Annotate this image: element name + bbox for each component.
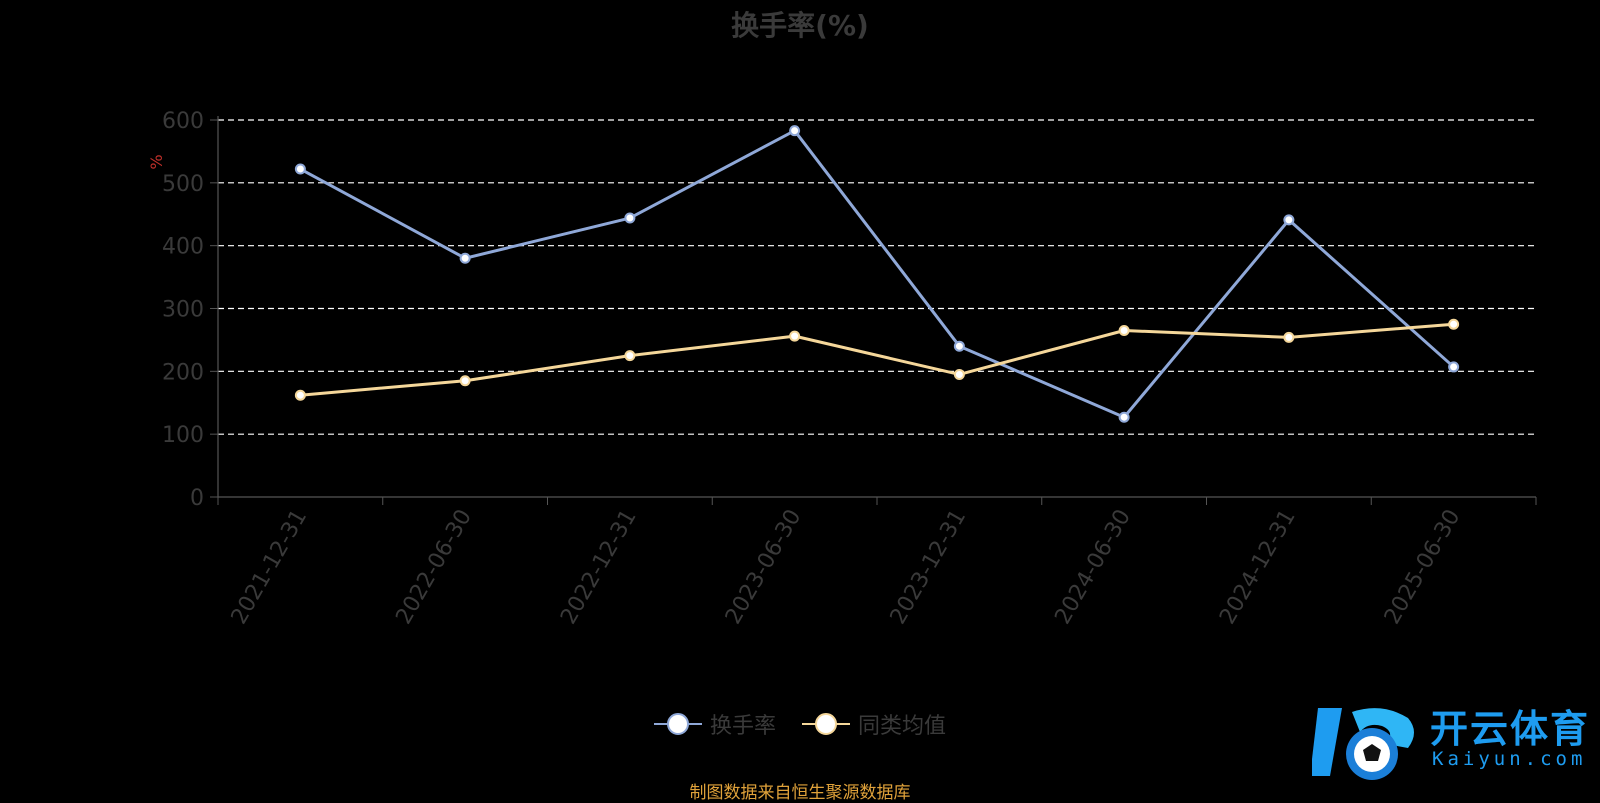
x-tick-label: 2024-06-30 (1050, 505, 1136, 628)
data-point-turnover[interactable] (624, 212, 636, 224)
y-tick-label: 100 (162, 423, 204, 448)
legend-item-peer-average[interactable]: 同类均值 (802, 708, 946, 740)
series-line-turnover (299, 129, 1455, 419)
x-tick-label: 2021-12-31 (227, 505, 313, 628)
x-tick-label: 2023-06-30 (721, 505, 807, 628)
x-tick-label: 2022-12-31 (556, 505, 642, 628)
data-point-peer-average[interactable] (953, 368, 965, 380)
data-point-peer-average[interactable] (624, 350, 636, 362)
x-tick-label: 2022-06-30 (391, 505, 477, 628)
logo-name: 开云体育 (1430, 707, 1591, 751)
legend-item-turnover[interactable]: 换手率 (653, 708, 776, 740)
legend: 换手率 同类均值 (0, 708, 1600, 740)
legend-marker-peer-average (802, 713, 850, 735)
y-tick-label: 400 (162, 235, 204, 260)
data-point-peer-average[interactable] (1448, 318, 1460, 330)
legend-label-peer-average: 同类均值 (858, 714, 947, 739)
x-tick-label: 2024-12-31 (1215, 505, 1301, 628)
kaiyun-logo-icon (1310, 708, 1414, 780)
y-tick-label: 200 (162, 360, 204, 385)
data-point-peer-average[interactable] (1118, 324, 1130, 336)
kaiyun-logo: 开云体育 Kaiyun.com (1310, 698, 1592, 784)
y-tick-label: 300 (162, 298, 204, 323)
data-point-peer-average[interactable] (459, 375, 471, 387)
data-point-turnover[interactable] (1118, 411, 1130, 423)
y-axis-label: % (147, 154, 166, 169)
source-note: 制图数据来自恒生聚源数据库 (689, 783, 911, 803)
legend-marker-turnover (653, 713, 702, 735)
chart-title: 换手率(%) (731, 9, 869, 42)
data-point-turnover[interactable] (294, 163, 306, 175)
data-point-peer-average[interactable] (789, 330, 801, 342)
data-point-turnover[interactable] (953, 340, 965, 352)
data-point-turnover[interactable] (1283, 214, 1295, 226)
x-tick-label: 2023-12-31 (886, 505, 972, 628)
y-tick-label: 500 (162, 172, 204, 197)
x-tick-label: 2025-06-30 (1380, 505, 1466, 628)
y-tick-label: 600 (162, 109, 204, 134)
data-point-peer-average[interactable] (1283, 331, 1295, 343)
logo-domain: Kaiyun.com (1432, 748, 1587, 770)
series-line-peer-average (300, 322, 1454, 397)
data-point-turnover[interactable] (1448, 361, 1460, 373)
legend-label-turnover: 换手率 (709, 714, 776, 739)
data-point-turnover[interactable] (459, 252, 471, 264)
data-point-turnover[interactable] (789, 125, 801, 137)
y-tick-label: 0 (190, 486, 204, 511)
data-point-peer-average[interactable] (294, 389, 306, 401)
